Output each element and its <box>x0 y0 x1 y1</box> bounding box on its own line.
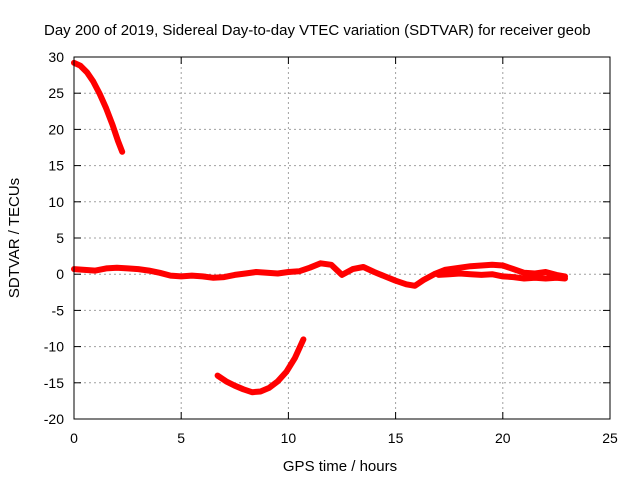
grid <box>74 57 610 419</box>
y-tick-label: 15 <box>48 158 64 174</box>
y-tick-label: 10 <box>48 194 64 210</box>
x-tick-label: 5 <box>177 430 185 446</box>
x-tick-label: 25 <box>602 430 618 446</box>
chart-title: Day 200 of 2019, Sidereal Day-to-day VTE… <box>44 22 591 39</box>
x-tick-label: 15 <box>388 430 404 446</box>
y-tick-label: 20 <box>48 121 64 137</box>
y-tick-label: 30 <box>48 49 64 65</box>
x-tick-label: 10 <box>281 430 297 446</box>
x-tick-label: 20 <box>495 430 511 446</box>
y-tick-label: -20 <box>44 411 64 427</box>
axis-ticks: 0 5 10 15 20 25 -20 -15 -10 -5 0 5 10 15 20 25 30 <box>44 49 618 446</box>
series-line-low-arc <box>214 336 307 396</box>
series-layer <box>71 59 568 396</box>
series-line-high-arc <box>71 59 126 155</box>
series-line-near-zero-a <box>71 260 568 289</box>
x-tick-label: 0 <box>70 430 78 446</box>
y-axis-label: SDTVAR / TECUs <box>6 178 23 298</box>
y-tick-label: -15 <box>44 375 64 391</box>
y-tick-label: -10 <box>44 339 64 355</box>
y-tick-label: 25 <box>48 85 64 101</box>
y-tick-label: 5 <box>56 230 64 246</box>
y-tick-label: 0 <box>56 266 64 282</box>
x-axis-label: GPS time / hours <box>283 458 397 475</box>
y-tick-label: -5 <box>52 302 65 318</box>
series-line-near-zero-b <box>435 270 568 282</box>
